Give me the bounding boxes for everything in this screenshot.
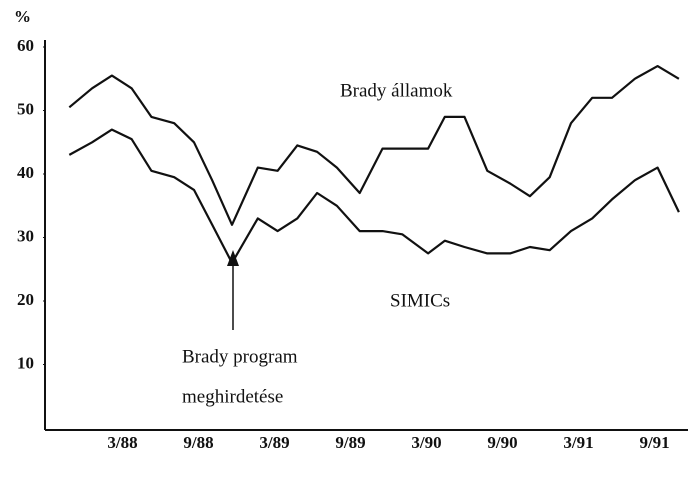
x-tick-label: 9/89 — [335, 433, 365, 452]
series-line — [68, 128, 680, 264]
x-tick-label: 3/89 — [259, 433, 289, 452]
annotation: Brady program — [182, 346, 298, 367]
series-line — [68, 65, 680, 226]
x-tick-label: 3/91 — [563, 433, 593, 452]
x-tick-label: 3/90 — [411, 433, 441, 452]
y-tick-label: 30 — [17, 226, 34, 245]
series-label: SIMICs — [390, 290, 450, 311]
annotation: meghirdetése — [182, 386, 283, 407]
x-tick-label: 9/88 — [183, 433, 213, 452]
y-tick-label: 10 — [17, 353, 34, 372]
arrow-head — [227, 250, 239, 266]
x-tick-label: 9/90 — [487, 433, 517, 452]
y-tick-label: 60 — [17, 36, 34, 55]
y-tick-label: 20 — [17, 290, 34, 309]
series-label: Brady államok — [340, 80, 453, 101]
y-tick-label: 40 — [17, 163, 34, 182]
y-axis-label: % — [14, 7, 31, 26]
x-tick-label: 3/88 — [107, 433, 137, 452]
x-tick-label: 9/91 — [639, 433, 669, 452]
y-tick-label: 50 — [17, 99, 34, 118]
